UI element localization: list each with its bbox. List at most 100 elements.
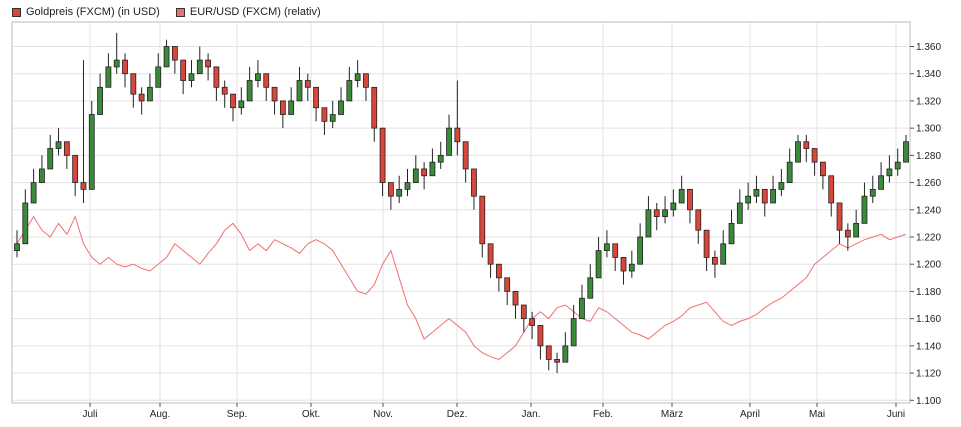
candle [603, 230, 610, 258]
candle-body [429, 161, 436, 177]
candle [587, 264, 594, 299]
candle-body [628, 263, 635, 272]
candle [338, 87, 344, 115]
chart-legend: Goldpreis (FXCM) (in USD) EUR/USD (FXCM)… [12, 4, 337, 20]
candle-body [761, 188, 768, 204]
x-tick-label: Aug. [150, 409, 171, 420]
y-tick-label: 1.300 [916, 124, 941, 135]
candle-body [603, 243, 610, 252]
candle [230, 93, 236, 122]
candle-body [894, 161, 901, 170]
candle-body [537, 325, 544, 347]
candle [22, 189, 29, 245]
candle [820, 161, 826, 190]
candle-body [371, 86, 378, 129]
y-tick-label: 1.260 [916, 178, 941, 189]
x-tick-label: Mai [809, 409, 825, 420]
candle [628, 250, 635, 278]
candle-body [853, 222, 860, 238]
x-tick-label: Jan. [522, 409, 541, 420]
candle-body [196, 59, 203, 75]
candle-body [703, 229, 710, 258]
candle [147, 73, 153, 102]
candle-body [869, 188, 876, 197]
candle [811, 148, 818, 176]
candle [138, 87, 145, 115]
candle-body [363, 73, 369, 88]
candle [803, 134, 810, 163]
candle [155, 53, 162, 88]
candle-body [188, 73, 195, 81]
candle [196, 46, 203, 75]
candle-body [753, 188, 760, 197]
candle-body [770, 188, 776, 204]
candle-body [678, 188, 685, 204]
candle-body [495, 263, 502, 279]
candle [122, 53, 128, 88]
candle-body [695, 209, 702, 231]
candle-body [637, 236, 644, 265]
candle [545, 345, 552, 371]
candle [637, 223, 644, 265]
y-tick-label: 1.360 [916, 42, 941, 53]
x-tick-label: Okt. [302, 409, 320, 420]
candle [562, 332, 569, 363]
candle-body [861, 195, 868, 224]
candle [296, 66, 303, 102]
candle-body [246, 80, 253, 102]
candle [579, 284, 585, 320]
candle [354, 60, 361, 88]
y-tick-label: 1.180 [916, 287, 941, 298]
candle [703, 229, 710, 272]
candle [487, 243, 494, 278]
candle-body [88, 114, 95, 190]
candle [894, 148, 901, 176]
candle [429, 148, 436, 177]
candle [171, 46, 178, 74]
candle-body [171, 46, 178, 61]
candle-body [828, 175, 835, 204]
candle-body [786, 161, 793, 183]
candle-body [437, 154, 444, 163]
candle [761, 188, 768, 217]
candle [313, 86, 320, 122]
candle [105, 53, 112, 88]
candle-body [412, 168, 419, 183]
candle [645, 196, 652, 238]
candle-body [271, 86, 278, 102]
candle-body [396, 188, 403, 197]
candle-body [745, 195, 752, 204]
candle-body [338, 100, 344, 115]
candle [387, 182, 394, 210]
candle [662, 196, 668, 224]
candle [728, 209, 735, 245]
candle-body [230, 93, 236, 109]
candle [828, 175, 835, 217]
candle-body [47, 148, 54, 170]
y-tick-label: 1.280 [916, 151, 941, 162]
candle [304, 73, 311, 101]
x-tick-label: Feb. [593, 409, 613, 420]
legend-swatch-gold [12, 7, 21, 17]
candle [570, 305, 577, 347]
candle [30, 168, 37, 204]
candle [861, 182, 868, 224]
candle-body [255, 73, 261, 81]
legend-item-gold: Goldpreis (FXCM) (in USD) [12, 6, 160, 18]
candle-body [279, 100, 286, 115]
candle [678, 175, 685, 204]
candle [753, 175, 760, 203]
candle-body [529, 318, 536, 326]
candle-body [720, 243, 727, 265]
candle [404, 168, 411, 197]
candle [886, 155, 893, 183]
gold-candlesticks [14, 32, 909, 374]
candle-body [180, 59, 187, 81]
candle-body [122, 59, 128, 75]
candle [346, 66, 353, 102]
candle [520, 304, 527, 333]
candle [80, 60, 87, 203]
candle [321, 107, 328, 135]
y-tick-label: 1.220 [916, 232, 941, 243]
candle [653, 202, 660, 231]
